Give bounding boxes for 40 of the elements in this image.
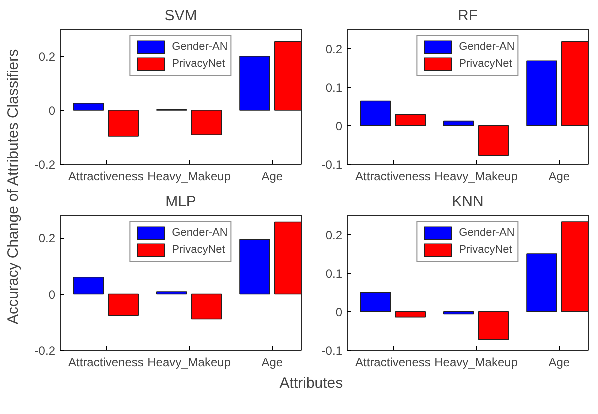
legend-label: PrivacyNet: [459, 244, 512, 256]
y-tick-label: 0.2: [38, 232, 56, 246]
y-tick-label: -0.2: [34, 344, 56, 358]
legend-label: PrivacyNet: [172, 58, 226, 70]
legend-label: PrivacyNet: [459, 58, 512, 70]
legend-label: PrivacyNet: [172, 244, 226, 256]
y-tick-label: 0: [48, 288, 56, 302]
x-tick-label: Attractiveness: [68, 170, 144, 184]
chart-title: KNN: [452, 194, 484, 210]
legend-label: Gender-AN: [172, 227, 228, 239]
y-tick-label: 0: [336, 119, 343, 134]
y-tick-label: 0.1: [326, 80, 343, 95]
legend-label: Gender-AN: [459, 41, 515, 53]
legend-label: Gender-AN: [459, 227, 515, 239]
chart-title: SVM: [164, 8, 198, 24]
x-axis-title: Attributes: [280, 375, 344, 392]
chart-title: MLP: [166, 194, 196, 210]
y-tick-label: 0.2: [326, 42, 343, 56]
x-tick-label: Age: [548, 356, 570, 370]
y-tick-label: -0.1: [322, 344, 343, 358]
x-tick-label: Attractiveness: [68, 356, 144, 370]
legend-label: Gender-AN: [172, 41, 228, 53]
y-tick-label: 0.2: [326, 228, 343, 242]
y-tick-label: -0.2: [34, 158, 56, 172]
y-tick-label: 0: [336, 305, 343, 320]
y-axis-title: Accuracy Change of Attributes Classifiers: [5, 49, 22, 324]
chart-title: RF: [458, 8, 478, 24]
x-tick-label: Attractiveness: [356, 170, 431, 184]
x-tick-label: Heavy_Makeup: [148, 170, 232, 184]
x-tick-label: Heavy_Makeup: [434, 356, 518, 370]
x-tick-label: Age: [262, 356, 284, 370]
x-tick-label: Age: [548, 170, 570, 184]
x-tick-label: Attractiveness: [356, 356, 431, 370]
x-tick-label: Heavy_Makeup: [148, 356, 232, 370]
x-tick-label: Heavy_Makeup: [434, 170, 518, 184]
y-tick-label: -0.1: [322, 158, 343, 172]
x-tick-label: Age: [262, 170, 284, 184]
y-tick-label: 0: [48, 104, 56, 118]
y-tick-label: 0.1: [326, 266, 343, 281]
y-tick-label: 0.2: [38, 50, 56, 64]
